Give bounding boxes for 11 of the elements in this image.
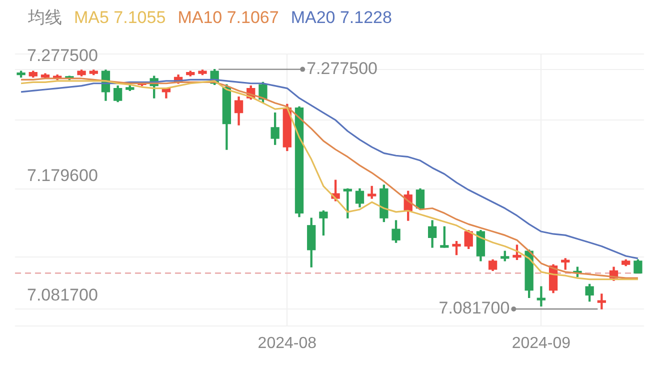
annotation: 7.081700 — [438, 298, 510, 318]
legend-title: 均线 — [28, 8, 62, 27]
x-tick-label: 2024-08 — [258, 334, 317, 352]
y-tick-label: 7.277500 — [27, 46, 98, 65]
y-tick-label: 7.081700 — [27, 286, 98, 305]
text: MA5 7.1055 — [74, 8, 166, 27]
text: MA10 7.1067 — [178, 8, 279, 27]
annotation: 7.277500 — [306, 58, 378, 78]
x-tick-label: 2024-09 — [512, 334, 571, 352]
text: MA20 7.1228 — [290, 8, 392, 27]
y-tick-label: 7.179600 — [27, 166, 98, 185]
